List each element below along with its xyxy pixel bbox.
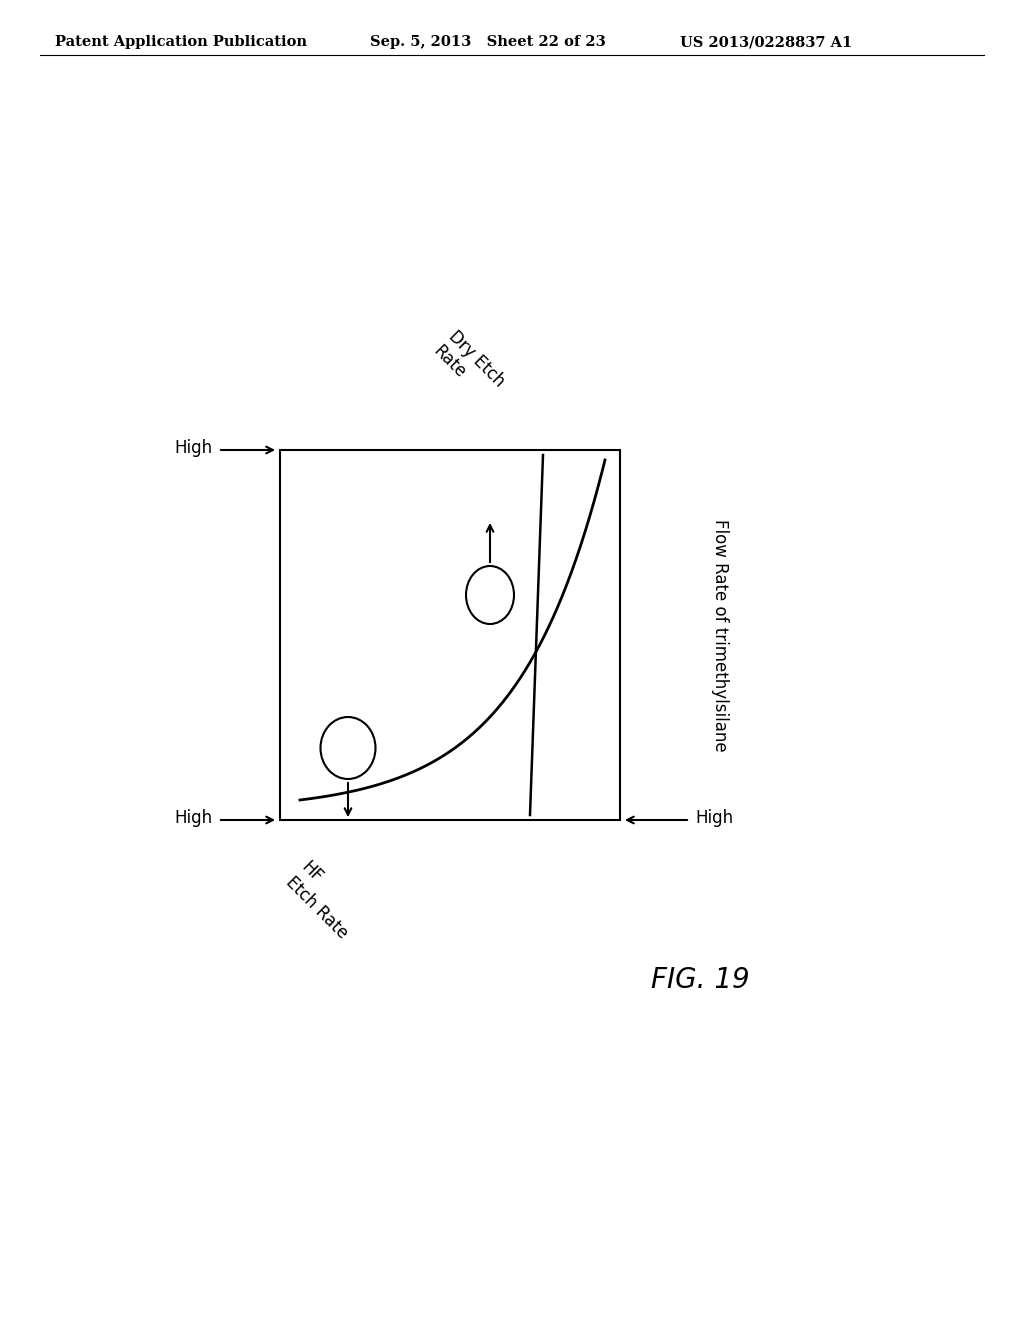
Text: Flow Rate of trimethylsilane: Flow Rate of trimethylsilane (711, 519, 729, 751)
Text: High: High (695, 809, 733, 828)
Text: Dry Etch
Rate: Dry Etch Rate (430, 327, 508, 405)
Text: High: High (175, 809, 213, 828)
Text: High: High (175, 440, 213, 457)
Text: Sep. 5, 2013   Sheet 22 of 23: Sep. 5, 2013 Sheet 22 of 23 (370, 36, 606, 49)
Text: Patent Application Publication: Patent Application Publication (55, 36, 307, 49)
Text: FIG. 19: FIG. 19 (650, 966, 750, 994)
Text: US 2013/0228837 A1: US 2013/0228837 A1 (680, 36, 852, 49)
Text: HF
Etch Rate: HF Etch Rate (283, 858, 367, 942)
